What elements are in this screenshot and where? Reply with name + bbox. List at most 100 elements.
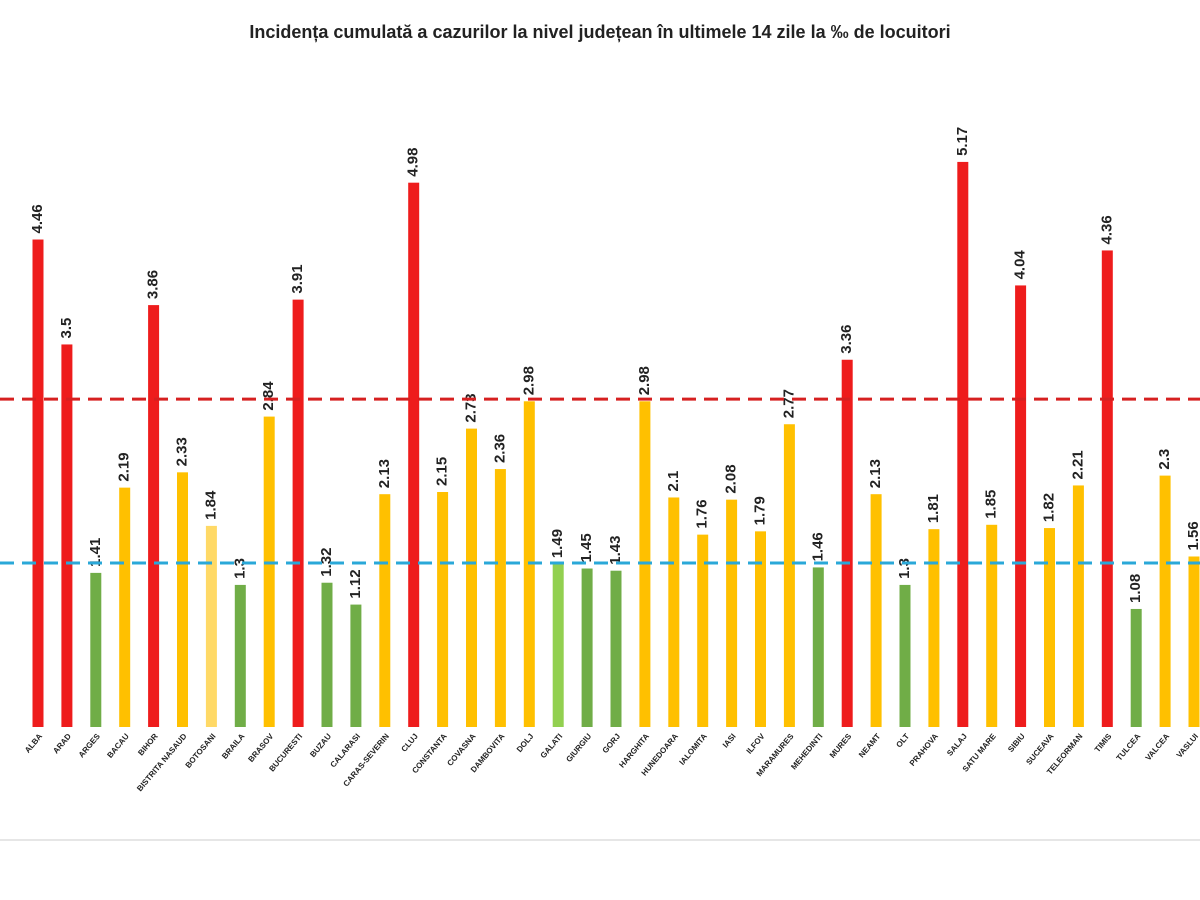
bar: [234, 584, 246, 727]
bar: [668, 497, 680, 727]
bar: [1072, 485, 1084, 727]
bar: [292, 299, 304, 727]
x-tick-label: BISTRITA NASAUD: [135, 732, 189, 793]
value-label: 1.43: [607, 535, 624, 564]
x-tick-label: BRASOV: [246, 731, 275, 764]
bar: [90, 572, 102, 727]
bar: [321, 582, 333, 727]
bar: [494, 469, 506, 727]
value-label: 2.73: [462, 393, 479, 422]
value-label: 1.79: [751, 496, 768, 525]
value-label: 2.36: [491, 434, 508, 463]
x-tick-label: BACAU: [105, 732, 131, 760]
value-label: 1.32: [318, 548, 335, 577]
value-label: 2.08: [723, 464, 740, 493]
bar: [1159, 475, 1171, 727]
value-label: 1.81: [925, 494, 942, 523]
value-label: 2.13: [867, 459, 884, 488]
bar: [350, 604, 362, 727]
bar: [263, 416, 275, 727]
x-tick-label: ARGES: [77, 731, 103, 759]
value-label: 4.46: [29, 204, 46, 233]
bar: [610, 570, 622, 727]
bar: [783, 424, 795, 727]
x-tick-label: BRAILA: [220, 732, 246, 761]
value-label: 2.3: [1156, 449, 1173, 470]
value-label: 1.76: [694, 499, 711, 528]
bar: [1130, 608, 1142, 727]
value-label: 2.13: [376, 459, 393, 488]
bar: [755, 531, 766, 727]
x-tick-label: IALOMITA: [677, 732, 709, 767]
bar: [870, 494, 882, 727]
x-tick-label: BOTOSANI: [184, 732, 218, 770]
x-tick-label: ARAD: [51, 732, 73, 756]
value-label: 3.36: [838, 325, 855, 354]
x-tick-label: NEAMT: [857, 732, 882, 760]
bar: [177, 472, 188, 727]
x-tick-label: SALAJ: [945, 732, 969, 758]
x-tick-label: TULCEA: [1115, 732, 1143, 763]
x-tick-label: GIURGIU: [564, 732, 593, 764]
bar: [957, 161, 969, 727]
value-label: 5.17: [954, 127, 971, 156]
bar: [379, 494, 391, 727]
bar: [437, 492, 449, 727]
value-label: 3.91: [289, 264, 306, 293]
x-tick-label: TIMIS: [1093, 731, 1114, 754]
value-label: 2.1: [665, 471, 682, 492]
x-tick-label: IASI: [721, 732, 738, 750]
value-label: 1.45: [578, 533, 595, 562]
x-tick-label: SIBIU: [1006, 732, 1027, 754]
value-label: 1.82: [1040, 493, 1057, 522]
value-label: 1.3: [231, 558, 248, 579]
value-label: 2.98: [636, 366, 653, 395]
value-label: 2.19: [116, 452, 133, 481]
bar: [148, 305, 160, 727]
x-tick-label: SUCEAVA: [1024, 732, 1055, 767]
value-label: 1.84: [202, 490, 219, 520]
bar: [205, 525, 217, 727]
bar: [1101, 250, 1113, 727]
value-label: 1.56: [1185, 521, 1200, 550]
value-label: 2.15: [434, 457, 451, 486]
bar: [32, 239, 44, 727]
value-label: 1.3: [896, 558, 913, 579]
value-label: 2.77: [780, 389, 797, 418]
bar: [899, 584, 911, 727]
x-tick-label: GORJ: [601, 732, 622, 755]
x-tick-label: CLUJ: [400, 732, 420, 754]
value-label: 2.21: [1069, 450, 1086, 479]
value-label: 1.12: [347, 569, 364, 598]
x-tick-label: GALATI: [539, 732, 565, 760]
value-label: 1.41: [87, 538, 104, 567]
value-label: 4.04: [1012, 250, 1029, 280]
value-label: 2.33: [173, 437, 190, 466]
x-tick-label: PRAHOVA: [908, 732, 940, 768]
bar: [119, 487, 131, 727]
value-label: 1.46: [809, 532, 826, 561]
bar: [697, 534, 709, 727]
x-tick-label: ILFOV: [745, 731, 767, 755]
bar: [986, 524, 998, 727]
bar: [552, 564, 564, 727]
bar: [1188, 556, 1200, 727]
bar: [1015, 285, 1027, 727]
x-tick-label: ALBA: [23, 732, 44, 755]
value-label: 3.5: [58, 318, 75, 339]
x-tick-label: OLT: [894, 732, 911, 750]
value-label: 1.49: [549, 529, 566, 558]
bar: [466, 428, 477, 727]
value-label: 2.84: [260, 381, 277, 411]
value-label: 4.98: [405, 147, 422, 176]
value-label: 4.36: [1098, 215, 1115, 244]
value-label: 1.08: [1127, 574, 1144, 603]
bar: [726, 499, 738, 727]
value-label: 2.98: [520, 366, 537, 395]
bar: [581, 568, 593, 727]
value-label: 3.86: [145, 270, 162, 299]
value-label: 1.85: [983, 490, 1000, 519]
x-tick-label: DOLJ: [515, 732, 536, 754]
x-tick-label: VALCEA: [1144, 732, 1172, 763]
